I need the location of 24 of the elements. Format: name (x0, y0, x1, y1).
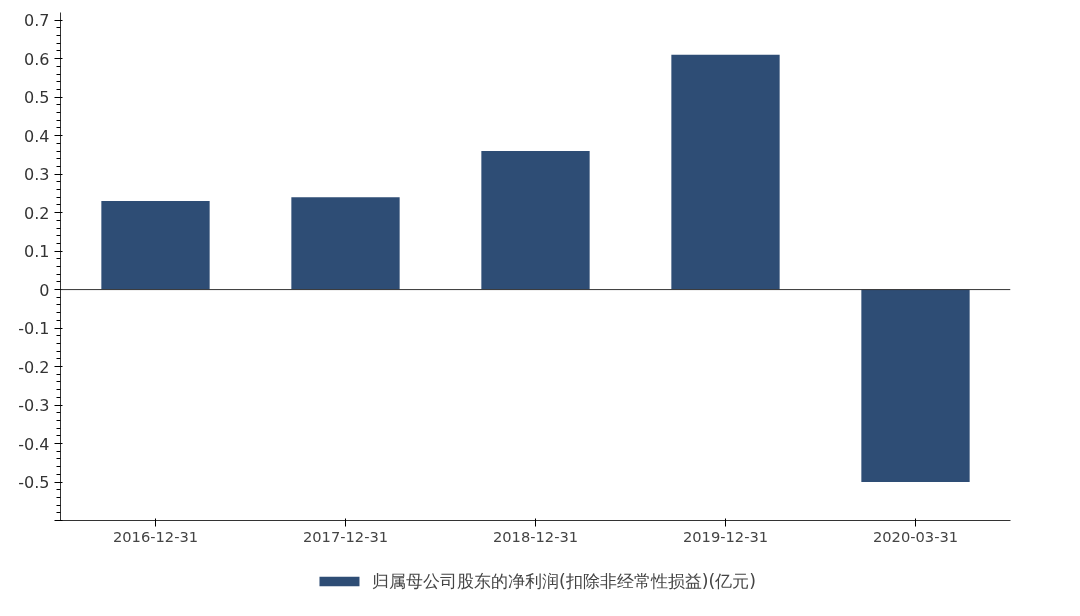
x-tick-label: 2017-12-31 (302, 527, 389, 545)
y-tick-label: 0.4 (24, 126, 50, 146)
y-tick-label: -0.1 (18, 319, 50, 339)
y-tick-label: 0 (39, 280, 50, 300)
bar (101, 201, 210, 290)
y-tick-label: -0.3 (18, 396, 50, 416)
y-tick-label: 0.5 (24, 88, 50, 108)
x-tick-label: 2019-12-31 (682, 527, 769, 545)
bar (861, 289, 970, 483)
x-tick-label: 2020-03-31 (872, 527, 959, 545)
legend-label: 归属母公司股东的净利润(扣除非经常性损益)(亿元) (371, 570, 757, 593)
x-tick-label: 2016-12-31 (112, 527, 199, 545)
bar (481, 151, 590, 290)
y-tick-label: -0.2 (18, 357, 50, 377)
y-tick-label: -0.5 (18, 473, 50, 493)
y-tick-label: 0.2 (24, 203, 50, 223)
y-tick-label: -0.4 (18, 434, 50, 454)
x-tick-label: 2018-12-31 (492, 527, 579, 545)
y-tick-label: 0.1 (24, 242, 50, 262)
y-tick-label: 0.6 (24, 49, 50, 69)
y-tick-label: 0.7 (24, 11, 50, 31)
bar (671, 54, 780, 290)
y-tick-label: 0.3 (24, 165, 50, 185)
bar (291, 197, 400, 290)
